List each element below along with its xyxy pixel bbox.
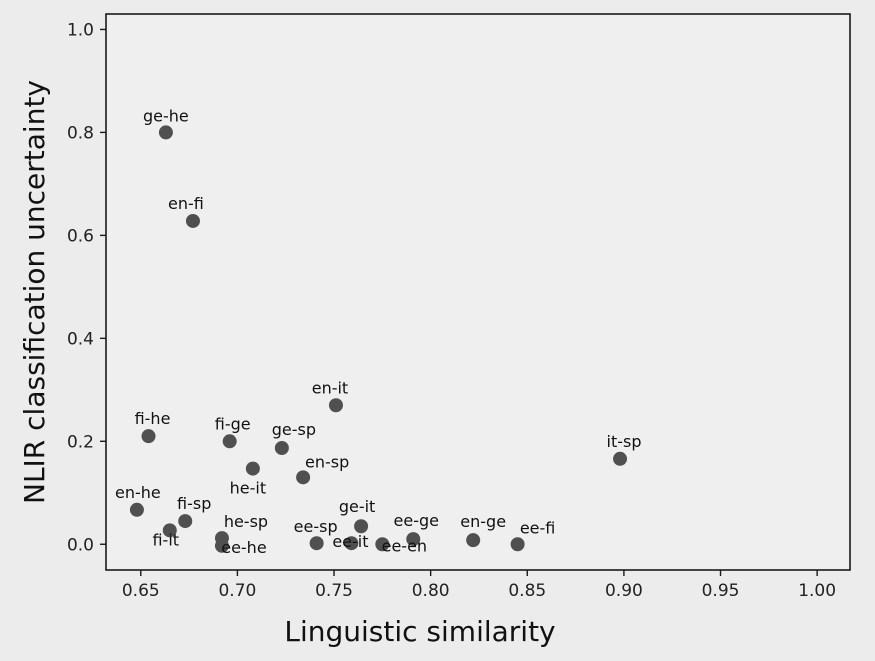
x-tick-label: 1.00	[798, 581, 836, 601]
point-label: fi-he	[135, 409, 171, 428]
x-tick-label: 0.85	[508, 581, 546, 601]
scatter-point	[510, 537, 525, 552]
point-label: en-he	[115, 483, 161, 502]
y-tick-label: 0.4	[67, 329, 94, 349]
scatter-point	[158, 125, 173, 140]
point-label: en-ge	[460, 512, 506, 531]
point-label: ee-fi	[520, 518, 556, 537]
scatter-point	[162, 523, 177, 538]
y-tick-label: 0.0	[67, 535, 94, 555]
data-points	[129, 125, 628, 553]
scatter-point	[214, 538, 229, 553]
scatter-point	[129, 502, 144, 517]
x-tick-label: 0.95	[702, 581, 740, 601]
x-tick-label: 0.75	[315, 581, 353, 601]
scatter-point	[375, 537, 390, 552]
plot-area	[105, 13, 851, 571]
point-label: ge-he	[143, 106, 189, 125]
scatter-point	[185, 213, 200, 228]
point-label: ee-en	[382, 536, 427, 555]
point-label: ge-it	[339, 497, 376, 516]
y-axis-ticks: 0.0 0.2 0.4 0.6 0.8 1.0	[67, 20, 106, 555]
scatter-point	[328, 398, 343, 413]
scatter-point	[141, 429, 156, 444]
scatter-point	[344, 536, 359, 551]
y-tick-label: 0.2	[67, 432, 94, 452]
point-label: fi-sp	[177, 494, 211, 513]
scatter-point	[309, 536, 324, 551]
point-label: ee-ge	[394, 511, 439, 530]
scatter-point	[245, 461, 260, 476]
y-axis-title: NLIR classification uncertainty	[18, 80, 51, 504]
point-label: ge-sp	[272, 420, 316, 439]
scatter-point	[178, 514, 193, 529]
scatter-point	[354, 519, 369, 534]
point-label: fi-it	[152, 530, 179, 549]
point-label: he-sp	[224, 512, 268, 531]
y-tick-label: 1.0	[67, 20, 94, 40]
point-label: en-fi	[168, 194, 204, 213]
scatter-point	[466, 533, 481, 548]
x-tick-label: 0.80	[412, 581, 450, 601]
point-label: fi-ge	[215, 414, 251, 433]
y-tick-label: 0.8	[67, 123, 94, 143]
x-axis-ticks: 0.65 0.70 0.75 0.80 0.85 0.90 0.95 1.00	[122, 570, 836, 601]
x-tick-label: 0.90	[605, 581, 643, 601]
point-label: en-it	[312, 378, 348, 397]
point-label: en-sp	[305, 452, 349, 471]
point-label: ee-it	[332, 532, 368, 551]
scatter-point	[274, 440, 289, 455]
point-labels: ge-he en-fi en-it fi-he fi-ge ge-sp he-it en-sp…	[115, 106, 641, 556]
scatter-point	[222, 434, 237, 449]
scatter-point	[406, 532, 421, 547]
scatter-point	[613, 451, 628, 466]
scatter-point	[296, 470, 311, 485]
point-label: ee-he	[221, 538, 266, 557]
x-tick-label: 0.70	[218, 581, 256, 601]
point-label: ee-sp	[294, 517, 338, 536]
point-label: he-it	[230, 479, 266, 498]
point-label: it-sp	[607, 432, 642, 451]
y-tick-label: 0.6	[67, 226, 94, 246]
x-tick-label: 0.65	[122, 581, 160, 601]
x-axis-title: Linguistic similarity	[284, 615, 555, 648]
